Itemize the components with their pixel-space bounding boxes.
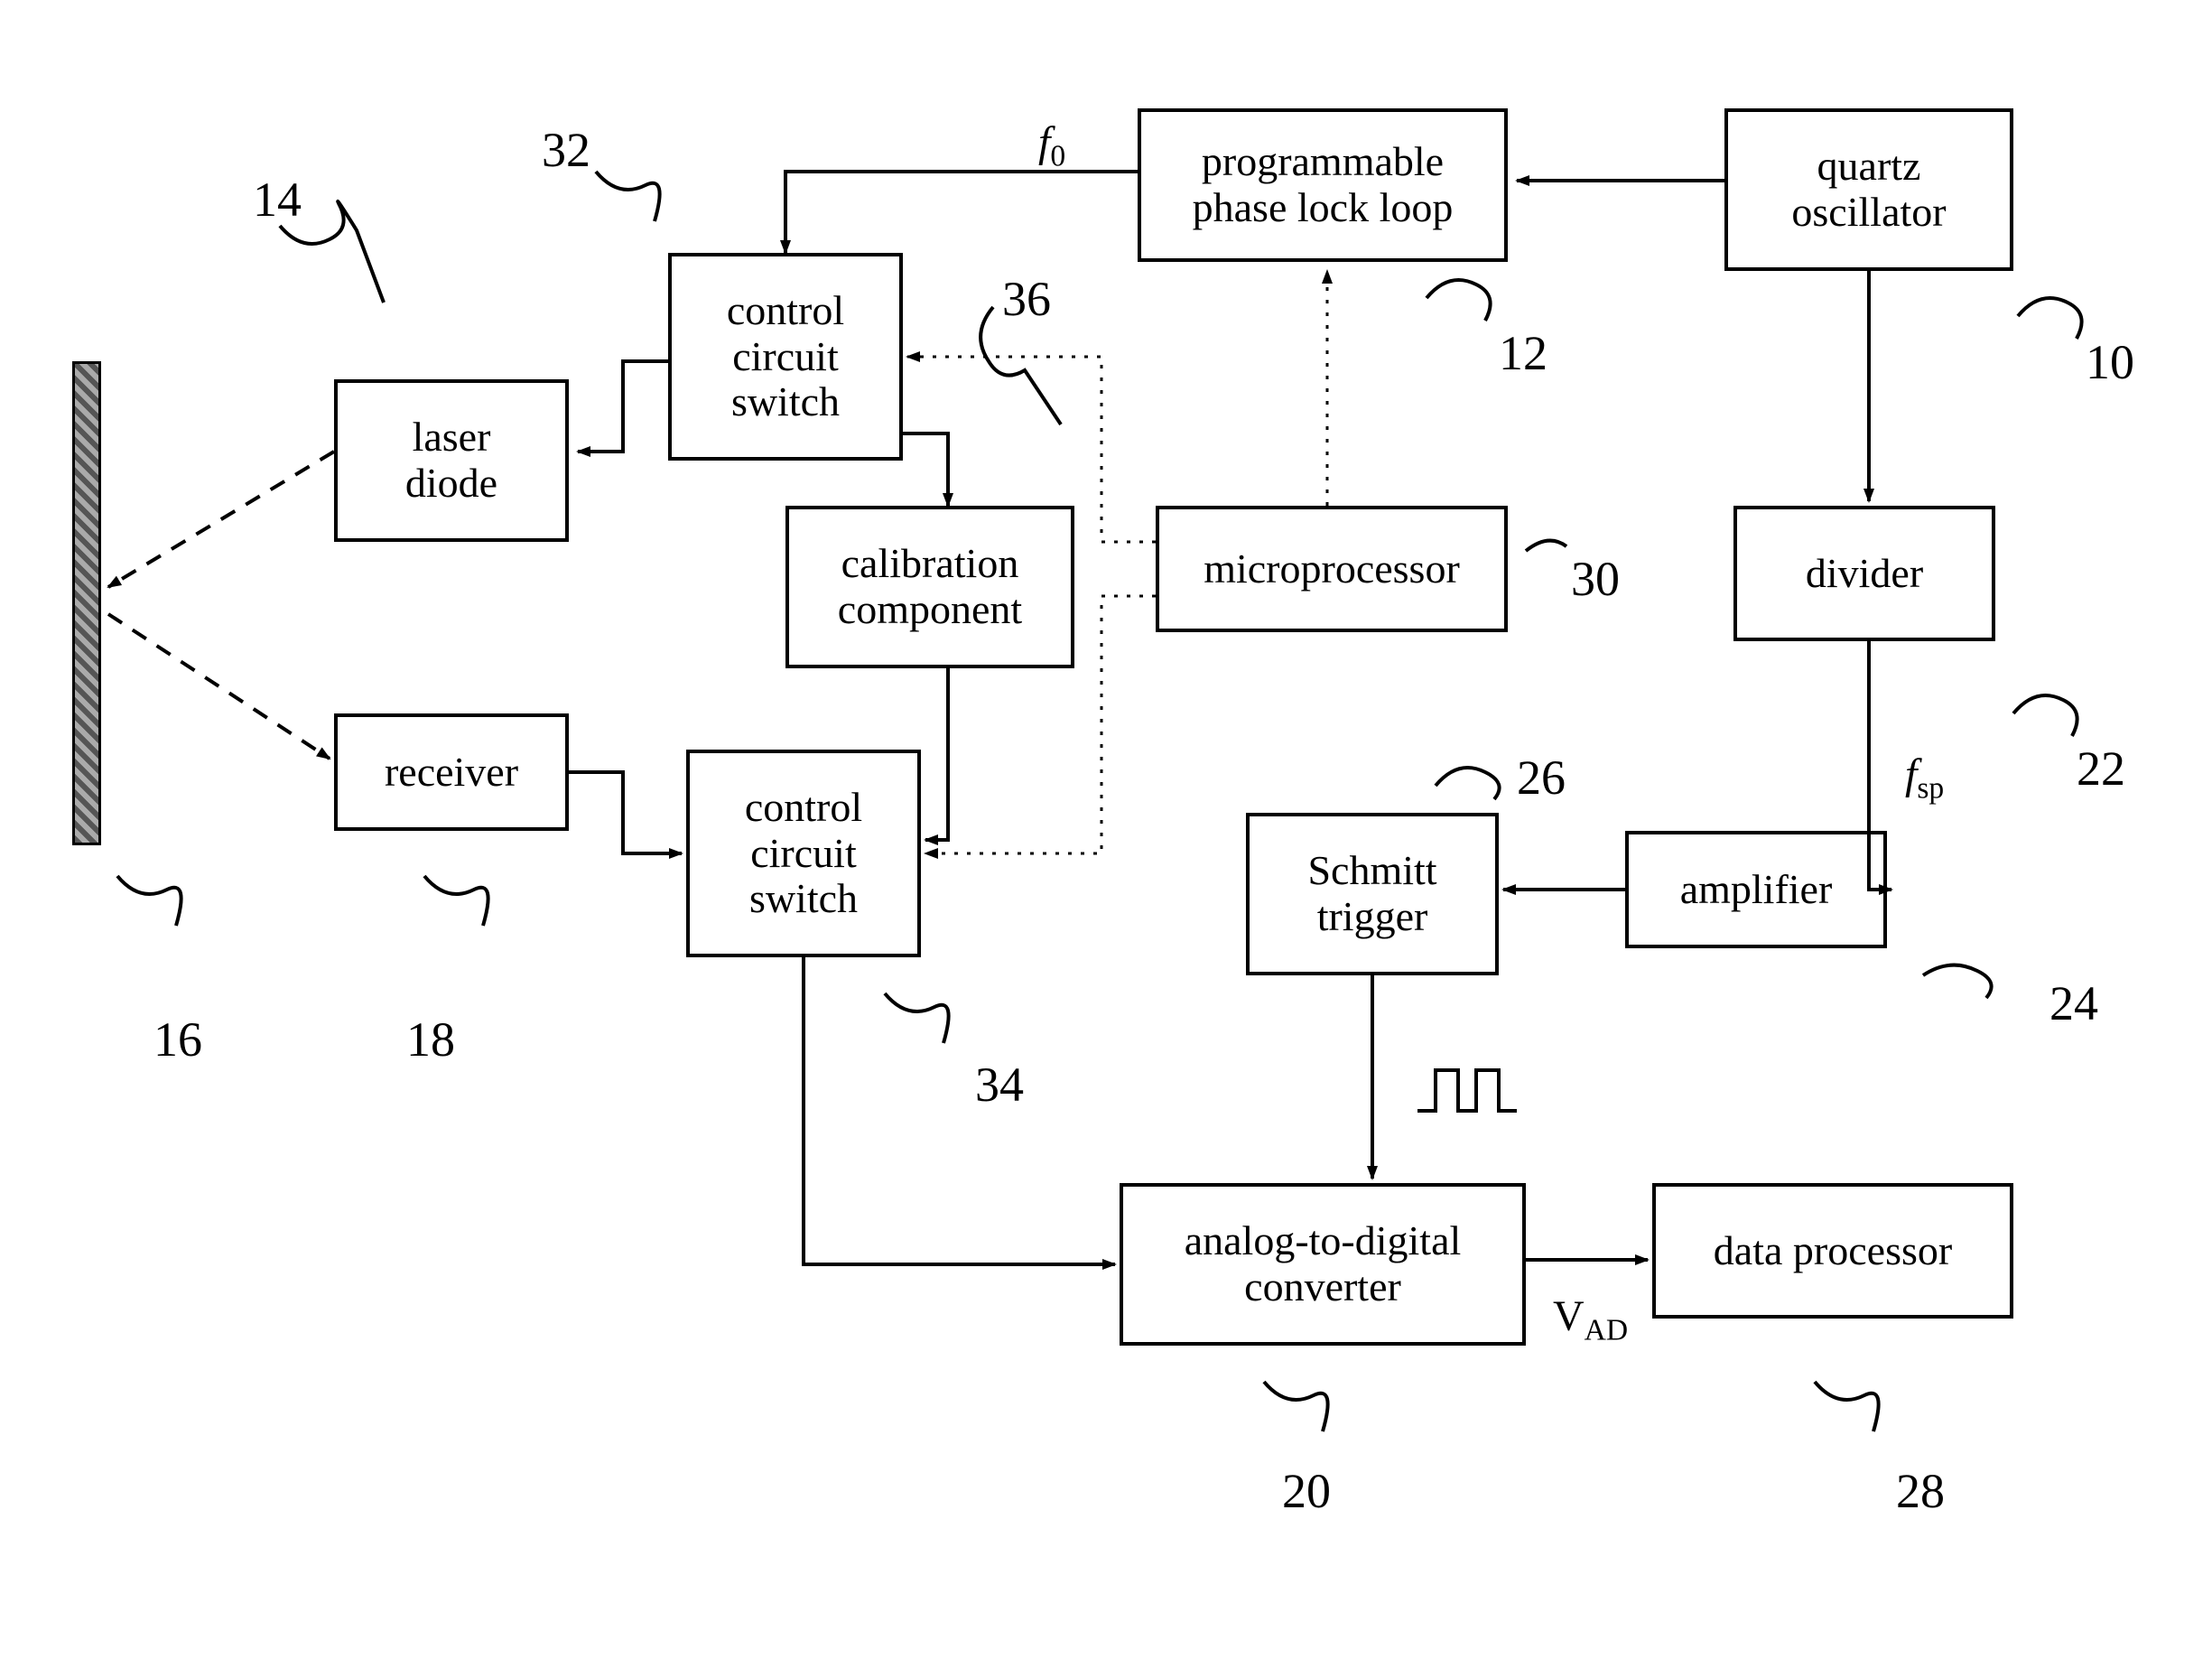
signal-f0: f0 <box>1038 117 1065 174</box>
label: divider <box>1806 551 1923 597</box>
ref-22: 22 <box>2077 741 2125 797</box>
box-amplifier: amplifier <box>1625 831 1887 948</box>
label: programmablephase lock loop <box>1193 139 1454 230</box>
label: controlcircuitswitch <box>727 288 844 425</box>
label: laserdiode <box>405 415 497 506</box>
box-divider: divider <box>1733 506 1995 641</box>
label: quartzoscillator <box>1791 144 1946 235</box>
ref-36: 36 <box>1002 271 1051 327</box>
label: Schmitttrigger <box>1307 848 1436 939</box>
label: receiver <box>385 750 518 796</box>
ref-34: 34 <box>975 1057 1024 1113</box>
label: analog-to-digitalconverter <box>1185 1218 1462 1309</box>
label: controlcircuitswitch <box>745 785 862 922</box>
ref-26: 26 <box>1517 750 1566 806</box>
box-control-switch-bottom: controlcircuitswitch <box>686 750 921 957</box>
ref-12: 12 <box>1499 325 1547 381</box>
ref-18: 18 <box>406 1011 455 1067</box>
box-pll: programmablephase lock loop <box>1138 108 1508 262</box>
box-schmitt: Schmitttrigger <box>1246 813 1499 975</box>
ref-24: 24 <box>2049 975 2098 1031</box>
target-bar <box>72 361 101 845</box>
ref-14: 14 <box>253 172 302 228</box>
box-data-processor: data processor <box>1652 1183 2013 1319</box>
signal-vad: VAD <box>1553 1291 1628 1348</box>
box-calibration: calibrationcomponent <box>785 506 1074 668</box>
ref-10: 10 <box>2086 334 2134 390</box>
ref-16: 16 <box>153 1011 202 1067</box>
ref-28: 28 <box>1896 1463 1945 1519</box>
box-microprocessor: microprocessor <box>1156 506 1508 632</box>
label: data processor <box>1714 1228 1952 1274</box>
box-laser-diode: laserdiode <box>334 379 569 542</box>
signal-fsp: fsp <box>1905 750 1944 806</box>
box-control-switch-top: controlcircuitswitch <box>668 253 903 461</box>
box-quartz-oscillator: quartzoscillator <box>1724 108 2013 271</box>
box-adc: analog-to-digitalconverter <box>1120 1183 1526 1346</box>
label: amplifier <box>1680 867 1833 913</box>
ref-30: 30 <box>1571 551 1620 607</box>
label: microprocessor <box>1204 546 1460 592</box>
ref-20: 20 <box>1282 1463 1331 1519</box>
box-receiver: receiver <box>334 713 569 831</box>
label: calibrationcomponent <box>838 541 1022 632</box>
ref-32: 32 <box>542 122 590 178</box>
